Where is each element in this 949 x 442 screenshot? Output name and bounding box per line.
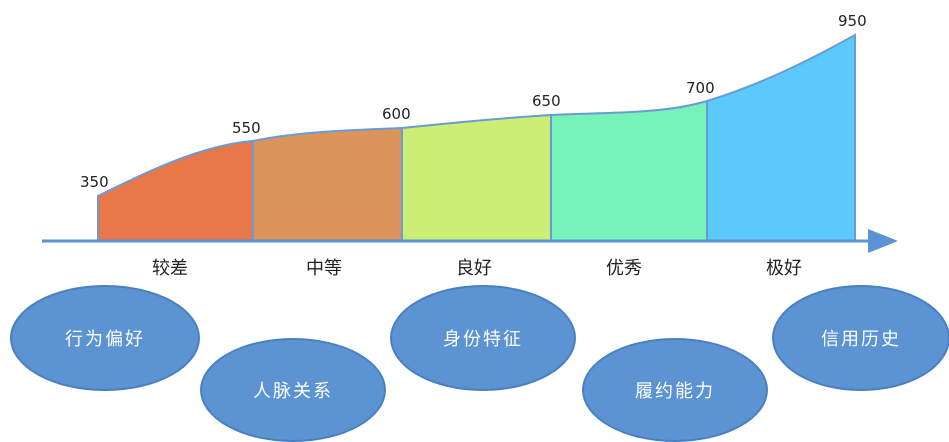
factor-label-history: 信用历史 xyxy=(821,329,901,350)
factor-bubble-identity: 身份特征 xyxy=(390,285,576,391)
factor-label-identity: 身份特征 xyxy=(443,329,523,350)
score-labels: 350 550 600 650 700 950 xyxy=(80,12,867,191)
score-label-550: 550 xyxy=(232,119,261,137)
band-area-good xyxy=(401,113,552,242)
score-label-950: 950 xyxy=(838,12,867,30)
band-label-outstanding: 极好 xyxy=(766,258,802,279)
score-label-650: 650 xyxy=(532,92,561,110)
band-label-poor: 较差 xyxy=(152,258,188,279)
factor-label-behavior: 行为偏好 xyxy=(65,329,145,350)
band-area-medium xyxy=(252,126,403,242)
factor-bubble-history: 信用历史 xyxy=(772,285,949,391)
band-area-outstanding xyxy=(706,33,856,242)
factor-bubble-behavior: 行为偏好 xyxy=(10,285,200,391)
score-label-700: 700 xyxy=(686,79,715,97)
band-label-excellent: 优秀 xyxy=(606,258,642,279)
band-labels: 较差 中等 良好 优秀 极好 xyxy=(152,258,802,279)
band-label-medium: 中等 xyxy=(306,258,342,279)
factor-bubble-connections: 人脉关系 xyxy=(200,338,386,442)
score-label-350: 350 xyxy=(80,173,109,191)
factor-label-connections: 人脉关系 xyxy=(253,381,333,402)
factor-bubble-fulfillment: 履约能力 xyxy=(582,338,768,442)
band-area-poor xyxy=(97,139,254,242)
score-bands xyxy=(97,33,856,242)
score-label-600: 600 xyxy=(382,105,411,123)
factor-label-fulfillment: 履约能力 xyxy=(635,381,715,402)
band-label-good: 良好 xyxy=(456,258,492,279)
band-area-excellent xyxy=(550,99,708,242)
